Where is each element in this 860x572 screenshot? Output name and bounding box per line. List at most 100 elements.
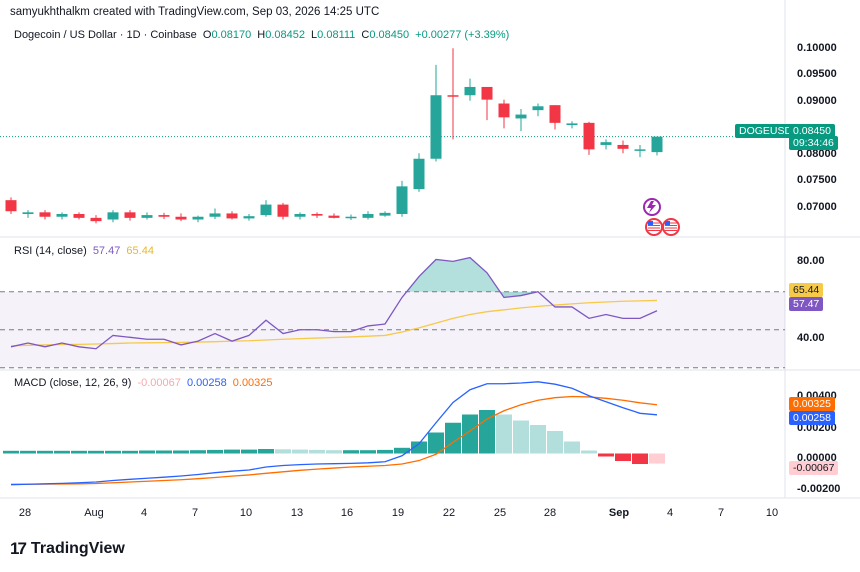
macd-hist-tag: -0.00067 [789,461,839,475]
macd-histogram-bar [105,450,121,454]
macd-histogram-bar [326,450,342,454]
candle-body [362,213,374,218]
macd-histogram-bar [513,420,529,454]
candle-body [566,123,578,126]
high-value: 0.08452 [265,29,305,41]
high-label: H [257,29,266,41]
rsi-tag: 57.47 [789,297,824,311]
tradingview-logo-mark: 17 [10,539,27,558]
macd-legend: MACD (close, 12, 26, 9) -0.00067 0.00258… [14,377,276,389]
time-axis-label: Sep [608,507,630,519]
tradingview-logo[interactable]: 17 TradingView [10,539,125,559]
close-label: C [361,29,370,41]
change-value: +0.00277 (+3.39%) [415,29,510,41]
open-value: 0.08170 [211,29,252,41]
candle-body [311,213,323,216]
candle-body [532,106,544,111]
chart-caption: samyukhthalkm created with TradingView.c… [10,6,380,18]
time-axis-label: 28 [18,507,32,519]
macd-axis-label: 0.00200 [797,422,837,434]
candle-body [73,213,85,218]
candle-body [651,136,663,153]
macd-histogram-bar [598,453,614,457]
macd-hist-value: -0.00067 [137,377,181,389]
macd-histogram-bar [411,441,427,454]
macd-histogram-bar [3,450,19,454]
macd-histogram-bar [37,450,53,454]
macd-histogram-bar [343,450,359,454]
rsi-title[interactable]: RSI (14, close) [14,245,87,257]
macd-histogram-bar [88,450,104,454]
macd-histogram-bar [173,450,189,454]
macd-histogram-bar [530,425,546,454]
candle-body [124,212,136,218]
macd-histogram-bar [292,449,308,454]
time-axis-label: 7 [717,507,725,519]
macd-histogram-bar [479,410,495,454]
price-axis-label: 0.08000 [797,148,837,160]
rsi-legend: RSI (14, close) 57.47 65.44 [14,245,157,257]
rsi-ma-tag: 65.44 [789,283,824,297]
time-axis-label: 16 [340,507,354,519]
time-axis-label: 28 [543,507,557,519]
rsi-line [10,256,658,350]
macd-histogram-bar [428,432,444,454]
candle-body [549,105,561,123]
candle-body [192,216,204,220]
macd-histogram-bar [496,414,512,454]
candle-body [328,215,340,218]
low-value: 0.08111 [317,29,356,41]
price-axis-label: 0.07000 [797,201,837,213]
candle-body [413,158,425,190]
candle-body [141,215,153,218]
time-axis-label: 13 [290,507,304,519]
candle-body [226,213,238,219]
macd-histogram-bar [564,441,580,454]
time-axis-label: 10 [239,507,253,519]
time-axis-label: 4 [140,507,148,519]
candle-body [158,215,170,217]
price-axis-label: 0.09500 [797,68,837,80]
time-axis-label: Aug [84,507,104,519]
candle-body [90,217,102,222]
macd-title[interactable]: MACD (close, 12, 26, 9) [14,377,132,389]
candle-body [243,216,255,219]
macd-histogram-bar [207,449,223,454]
macd-histogram-bar [190,450,206,454]
macd-histogram-bar [462,414,478,454]
macd-signal-tag: 0.00325 [789,397,835,411]
macd-histogram-bar [20,450,36,454]
candle-body [498,103,510,118]
macd-histogram-bar [632,453,648,464]
flag-canton [665,221,670,225]
macd-line-value: 0.00258 [186,377,227,389]
candle-body [277,204,289,217]
candle-body [396,186,408,214]
symbol-title[interactable]: Dogecoin / US Dollar · 1D · Coinbase [14,29,197,41]
price-axis-label: 0.09000 [797,95,837,107]
rsi-ma-value: 65.44 [126,245,154,257]
time-axis-label: 22 [442,507,456,519]
macd-histogram-bar [54,450,70,454]
symbol-price-tag: DOGEUSD [735,124,797,138]
candle-body [379,212,391,216]
lightning-icon [647,201,656,213]
candle-body [464,86,476,96]
time-axis-label: 10 [765,507,779,519]
candle-body [600,142,612,145]
macd-histogram-bar [275,449,291,454]
macd-histogram-bar [649,453,665,464]
macd-histogram-bar [309,449,325,454]
open-label: O [202,29,212,41]
rsi-ma-line [10,299,658,347]
macd-signal-line [11,395,658,485]
candle-body [430,95,442,159]
last-price-tag: 0.08450 [789,124,835,138]
macd-histogram-bar [71,450,87,454]
macd-histogram-bar [547,431,563,454]
low-label: L [311,29,318,41]
time-axis-label: 25 [493,507,507,519]
rsi-axis-label: 40.00 [797,332,825,344]
tradingview-brand: TradingView [30,540,125,557]
